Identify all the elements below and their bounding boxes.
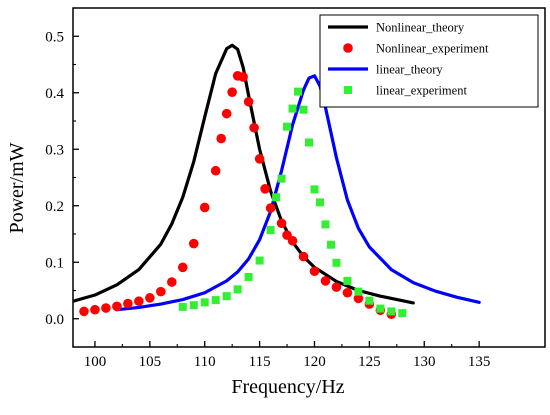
data-point [123,298,133,309]
data-point [90,304,100,315]
data-point [287,235,298,246]
data-point [244,272,253,281]
data-point [305,138,313,147]
data-point [342,287,353,298]
data-point [354,287,363,296]
data-point [238,72,248,82]
data-point [156,286,166,297]
legend: Nonlinear_theory Nonlinear_experimentline… [319,14,539,108]
data-point [298,251,309,262]
data-point [243,96,254,107]
data-point [320,276,331,286]
x-tick-label: 135 [468,354,491,370]
data-point [321,220,330,229]
data-point [199,202,210,213]
series-line-2 [115,74,481,312]
legend-label: linear_experiment [376,84,467,98]
data-point [189,301,198,310]
data-point [309,266,320,277]
data-point [376,304,385,313]
data-point [326,240,335,249]
data-point [178,302,187,311]
data-point [255,256,264,265]
y-tick-label: 0.1 [45,255,64,271]
x-tick-label: 100 [84,354,107,370]
y-tick-label: 0.2 [45,199,64,215]
data-point [112,301,122,312]
x-tick-label: 115 [249,354,271,370]
data-point [221,108,232,119]
data-point [387,307,396,316]
data-point [283,122,292,131]
data-point [353,293,364,304]
plot-area [73,43,481,320]
data-point [134,296,144,307]
data-point [277,174,286,183]
y-tick-label: 0.3 [45,142,64,158]
legend-label: Nonlinear_theory [376,21,465,35]
legend-box [319,14,539,108]
legend-label: Nonlinear_experiment [376,42,489,56]
x-tick-label: 110 [194,354,216,370]
x-tick-label: 105 [139,354,162,370]
data-point [276,218,287,229]
data-point [343,276,352,285]
y-axis-title: Power/mW [6,142,28,233]
axis-ticks: 100 105 110 115 120 125 130 135 0.0 0.1 0.2 0.3 0.4 0… [45,7,491,370]
data-point [233,285,242,294]
x-tick-label: 125 [358,354,381,370]
data-point [249,122,259,133]
y-tick-label: 0.4 [45,86,64,102]
data-point [210,165,221,176]
x-tick-label: 120 [303,354,326,370]
data-point [272,193,281,202]
data-point [294,87,303,96]
data-point [299,105,308,114]
data-point [265,203,276,213]
y-tick-label: 0.0 [45,312,64,328]
data-point [260,184,270,194]
data-point [211,296,220,305]
data-point [101,303,111,313]
series-layer [73,43,481,320]
data-point [288,104,297,113]
data-point [254,154,265,164]
legend-swatch [344,86,352,94]
data-point [398,309,407,318]
data-point [166,277,177,287]
data-point [331,282,342,292]
data-point [310,185,319,194]
x-tick-label: 130 [413,354,436,370]
data-point [266,226,275,235]
data-point [79,306,89,317]
data-point [222,292,231,301]
data-point [200,298,209,307]
x-axis-title: Frequency/Hz [231,376,344,398]
data-point [177,262,188,273]
data-point [188,238,199,249]
data-point [365,296,374,305]
data-point [227,87,237,97]
data-point [315,198,324,207]
legend-swatch [343,43,353,53]
data-point [145,293,155,303]
data-point [216,133,226,144]
data-point [332,258,341,267]
legend-label: linear_theory [376,63,443,77]
y-tick-label: 0.5 [45,29,64,45]
